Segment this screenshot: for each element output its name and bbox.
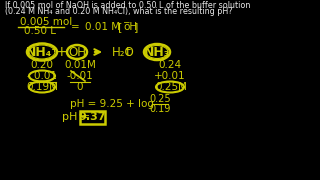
Text: OH: OH [68, 46, 86, 58]
Text: - 0.01: - 0.01 [27, 71, 57, 81]
Text: +0.01: +0.01 [154, 71, 186, 81]
Text: t: t [125, 46, 131, 58]
Text: If 0.005 mol of NaOH is added to 0.50 L of the buffer solution: If 0.005 mol of NaOH is added to 0.50 L … [5, 1, 250, 10]
Text: 0.25: 0.25 [149, 94, 171, 105]
Text: 0.19: 0.19 [149, 103, 171, 114]
Text: 0: 0 [77, 82, 83, 92]
Text: M: M [178, 82, 187, 92]
Text: [: [ [118, 22, 123, 32]
Text: 0.25: 0.25 [156, 82, 179, 92]
Text: o̅H: o̅H [123, 22, 137, 32]
Text: 0.24: 0.24 [158, 60, 181, 70]
Text: (0.24 M NH₄ and 0.20 M NH₄Cl), what is the resulting pH?: (0.24 M NH₄ and 0.20 M NH₄Cl), what is t… [5, 8, 233, 17]
Text: 0.01 M: 0.01 M [85, 22, 120, 32]
Text: 0.005 mol: 0.005 mol [20, 17, 72, 27]
Text: 0.50 L: 0.50 L [24, 26, 56, 36]
Text: 0.19M: 0.19M [26, 82, 58, 92]
Text: =: = [71, 22, 79, 32]
Text: H₂O: H₂O [112, 46, 135, 58]
Text: -0.01: -0.01 [67, 71, 93, 81]
Text: pH = 9.25 + log: pH = 9.25 + log [70, 99, 154, 109]
Text: 0.01M: 0.01M [64, 60, 96, 70]
Text: ]: ] [134, 22, 138, 32]
Text: +: + [55, 45, 67, 59]
Text: NH₃: NH₃ [144, 46, 170, 58]
Text: 0.20: 0.20 [30, 60, 53, 70]
Text: NH₄⁺: NH₄⁺ [26, 46, 59, 58]
Text: pH =: pH = [62, 112, 90, 122]
Text: 9.37: 9.37 [78, 112, 106, 122]
